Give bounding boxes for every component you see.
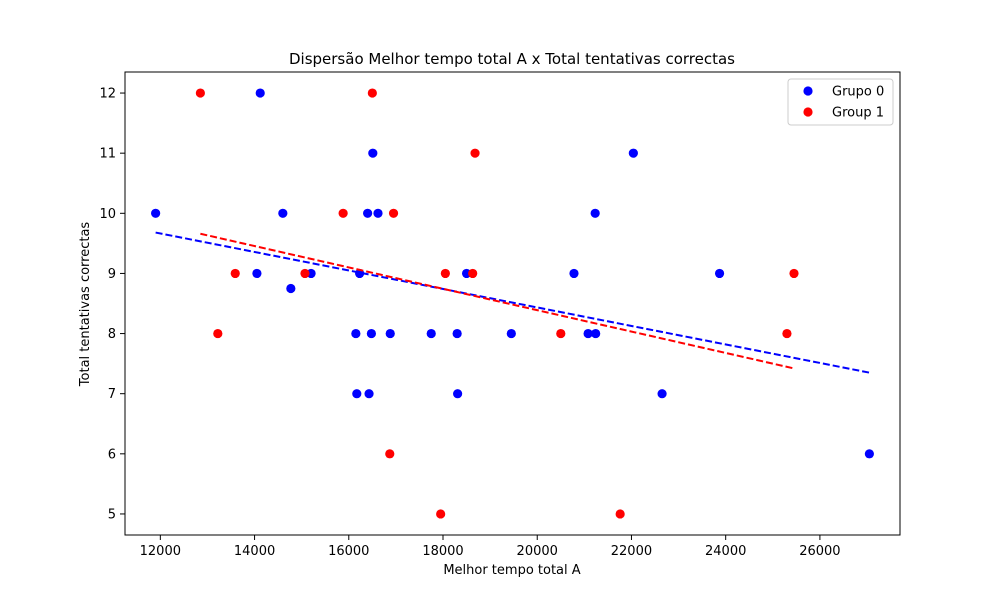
data-point-series-0	[255, 88, 265, 98]
plot-area: 12000 14000 16000 18000 20000 22000 24000 26000…	[99, 71, 901, 559]
data-point-series-0	[506, 328, 516, 339]
legend-marker-series-1	[803, 107, 813, 117]
data-point-series-0	[351, 328, 361, 339]
data-point-series-0	[452, 328, 462, 339]
data-point-series-1	[789, 268, 799, 279]
data-point-series-0	[373, 208, 383, 218]
data-point-series-0	[363, 208, 373, 218]
data-point-series-0	[628, 148, 638, 158]
data-point-series-0	[368, 148, 378, 158]
x-tick-label: 18000	[422, 544, 463, 559]
data-point-series-0	[352, 389, 362, 399]
legend-label-series-1: Group 1	[832, 106, 884, 121]
data-point-series-0	[286, 283, 296, 294]
data-point-series-1	[230, 268, 240, 279]
data-point-series-0	[364, 389, 374, 399]
legend-box	[787, 78, 894, 126]
data-point-series-0	[385, 328, 395, 339]
data-point-series-1	[440, 268, 450, 279]
y-tick-label: 7	[108, 387, 116, 402]
data-point-series-1	[556, 328, 566, 339]
trend-line-series-0	[155, 231, 870, 374]
data-point-series-0	[453, 389, 463, 399]
chart-title: Dispersão Melhor tempo total A x Total t…	[289, 50, 735, 68]
y-tick-label: 10	[99, 207, 116, 222]
x-tick-label: 16000	[328, 544, 369, 559]
data-point-series-0	[590, 208, 600, 218]
y-tick-label: 6	[108, 447, 116, 462]
data-point-series-1	[385, 449, 395, 459]
data-point-series-1	[367, 88, 377, 98]
x-tick-label: 22000	[611, 544, 652, 559]
plot-frame	[124, 71, 901, 536]
data-point-series-1	[468, 268, 478, 279]
legend-label-series-0: Grupo 0	[832, 85, 884, 100]
y-axis-label: Total tentativas correctas	[78, 222, 93, 388]
data-point-series-0	[366, 328, 376, 339]
x-tick-label: 26000	[799, 544, 840, 559]
data-point-series-0	[864, 449, 874, 459]
data-point-series-1	[338, 208, 348, 218]
data-point-series-1	[213, 328, 223, 339]
data-point-series-0	[569, 268, 579, 279]
y-tick-label: 11	[99, 147, 116, 162]
data-point-series-0	[426, 328, 436, 339]
x-tick-label: 20000	[517, 544, 558, 559]
data-point-series-0	[583, 328, 593, 339]
x-tick-label: 24000	[705, 544, 746, 559]
data-point-series-1	[436, 509, 446, 519]
y-tick-label: 9	[108, 267, 116, 282]
trend-line-series-1	[200, 232, 795, 370]
y-tick-label: 12	[99, 87, 116, 102]
x-tick-label: 12000	[140, 544, 181, 559]
data-point-series-1	[300, 268, 310, 279]
data-point-series-1	[470, 148, 480, 158]
data-point-series-0	[151, 208, 161, 218]
data-point-series-0	[657, 389, 667, 399]
data-point-series-1	[615, 509, 625, 519]
x-axis-label: Melhor tempo total A	[443, 563, 580, 578]
data-point-series-1	[782, 328, 792, 339]
data-point-series-0	[591, 328, 601, 339]
data-point-series-0	[252, 268, 262, 279]
x-tick-label: 14000	[234, 544, 275, 559]
y-tick-label: 8	[108, 327, 116, 342]
data-point-series-1	[388, 208, 399, 218]
data-point-series-1	[195, 88, 205, 98]
legend-marker-series-0	[803, 86, 813, 96]
data-point-series-0	[714, 268, 725, 279]
y-tick-label: 5	[108, 507, 116, 522]
data-point-series-0	[278, 208, 288, 218]
